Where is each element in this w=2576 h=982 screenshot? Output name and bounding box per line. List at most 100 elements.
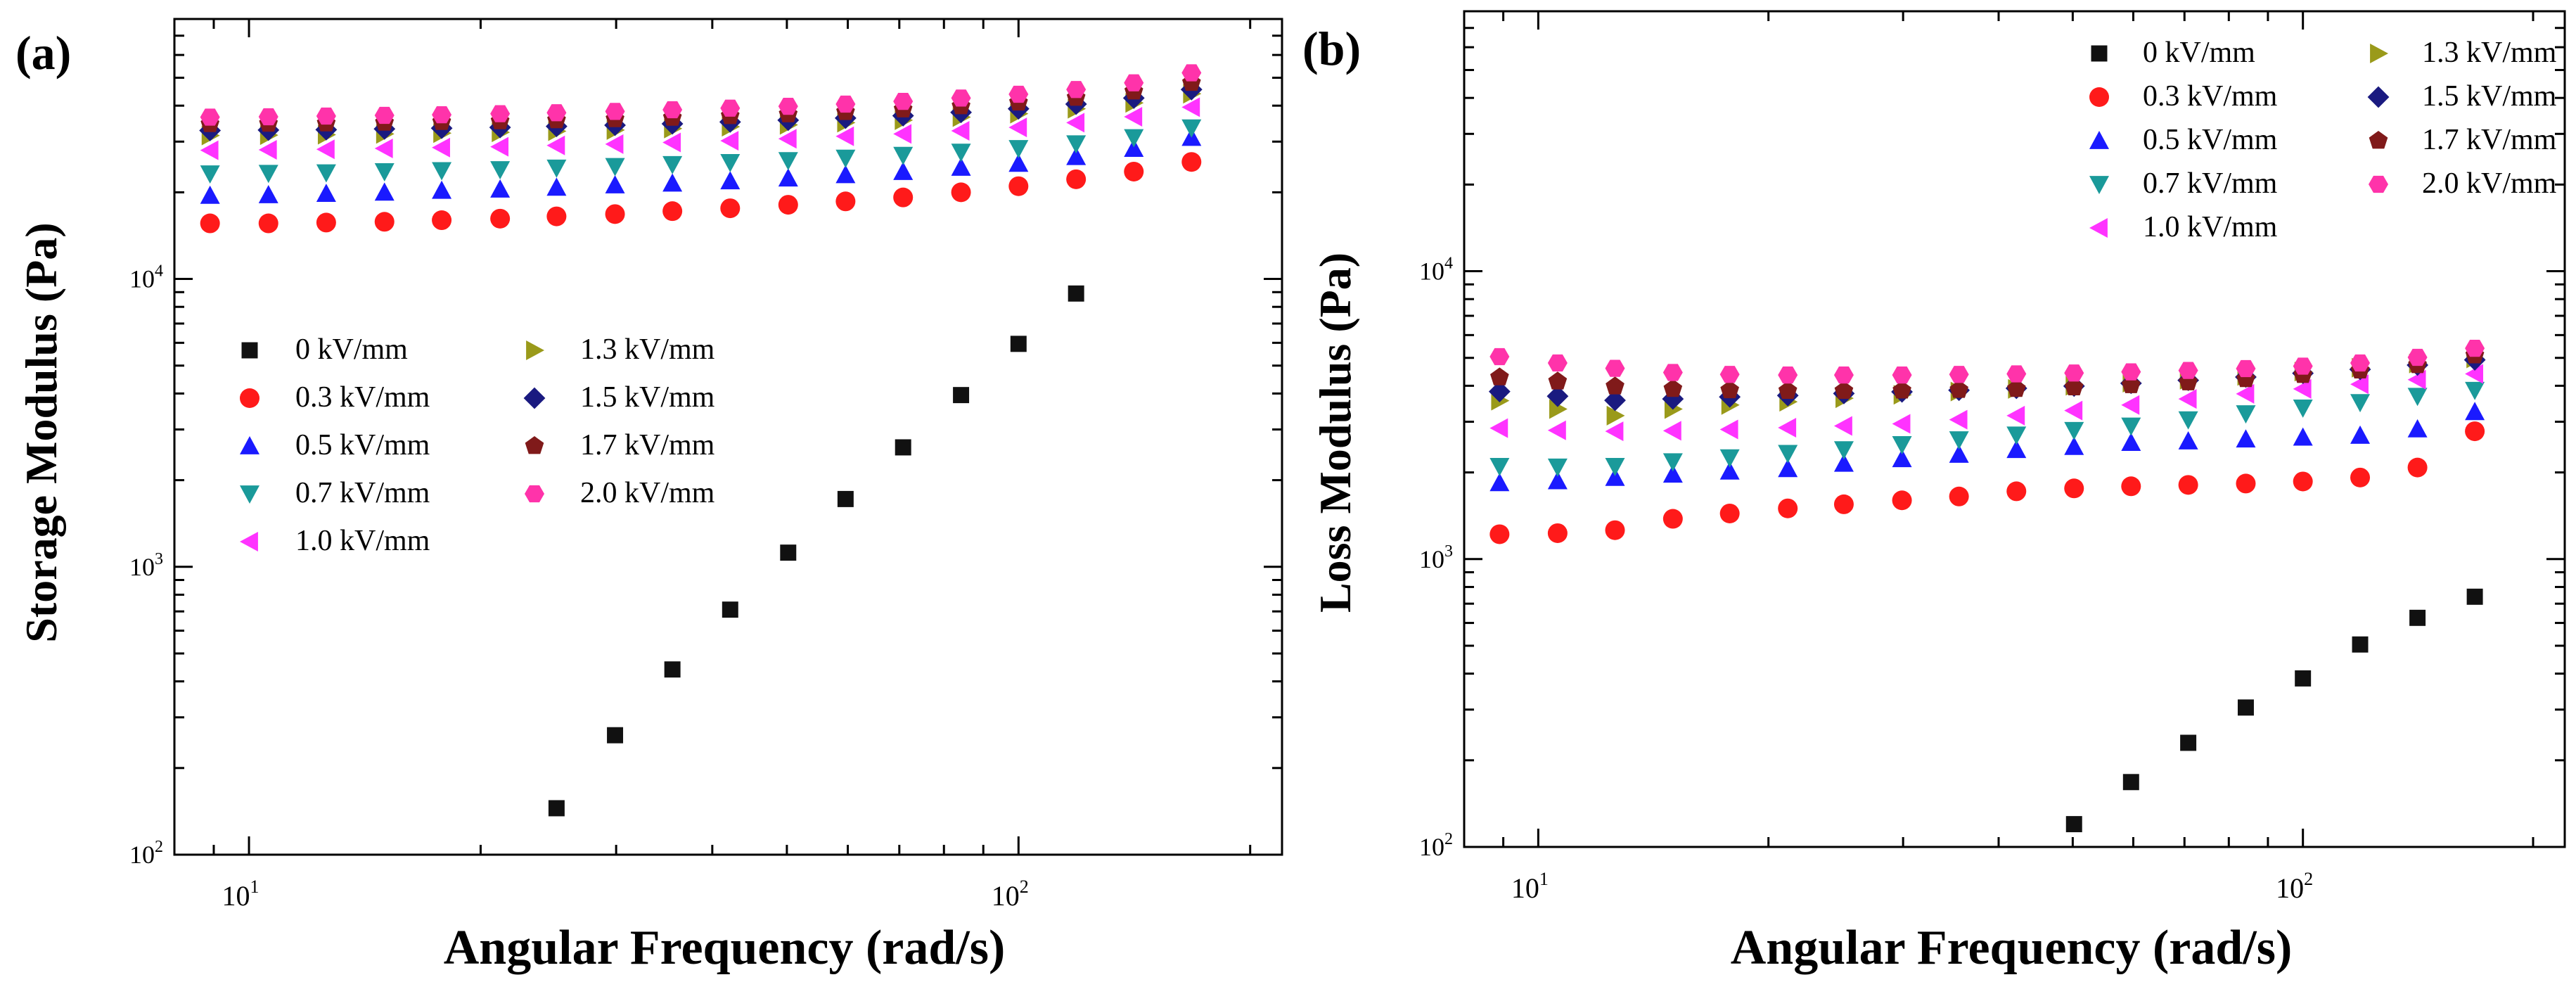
y-tick-label: 103 — [1419, 542, 1453, 573]
data-point — [2350, 394, 2371, 413]
data-point — [2293, 427, 2313, 446]
series-0-3-kv-mm — [200, 152, 1202, 234]
data-point — [2350, 425, 2371, 444]
data-point — [1662, 509, 1683, 529]
data-point — [893, 124, 912, 144]
data-point — [2122, 774, 2139, 791]
x-axis-label: Angular Frequency (rad/s) — [1731, 921, 2293, 975]
data-point — [778, 152, 798, 171]
legend-label: 0.5 kV/mm — [2143, 124, 2278, 156]
data-point — [1892, 449, 1912, 468]
data-point — [1124, 129, 1144, 148]
x-tick-exponent: 1 — [1539, 869, 1549, 889]
data-point — [835, 165, 856, 184]
data-point — [1949, 486, 1969, 506]
series-0-kv-mm — [548, 285, 1084, 817]
data-point — [548, 800, 565, 817]
data-point — [258, 165, 278, 184]
data-point — [951, 158, 971, 176]
data-point — [2121, 433, 2141, 452]
legend-item: 0.5 kV/mm — [2089, 124, 2278, 156]
data-point — [1719, 461, 1740, 480]
legend-item: 2.0 kV/mm — [525, 477, 715, 509]
x-tick-exponent: 2 — [1020, 876, 1029, 897]
data-point — [1010, 336, 1027, 352]
legend-item: 1.0 kV/mm — [240, 525, 430, 557]
data-point — [2237, 699, 2254, 716]
legend-item: 1.3 kV/mm — [526, 333, 715, 366]
legend-label: 1.0 kV/mm — [295, 525, 430, 557]
y-tick-label: 103 — [129, 550, 163, 581]
data-point — [720, 198, 741, 219]
data-point — [432, 162, 452, 181]
legend-label: 0.3 kV/mm — [2143, 80, 2278, 113]
data-point — [1008, 85, 1029, 103]
data-point — [1489, 347, 1510, 366]
y-tick-base: 10 — [129, 841, 155, 869]
legend-item: 1.5 kV/mm — [2367, 80, 2557, 113]
legend-marker — [241, 342, 258, 359]
data-point — [432, 180, 452, 199]
legend-item: 0.7 kV/mm — [2089, 167, 2278, 200]
legend-marker — [2369, 175, 2388, 193]
data-point — [720, 131, 739, 151]
y-tick-base: 10 — [1419, 833, 1444, 861]
legend-label: 2.0 kV/mm — [580, 477, 715, 509]
series-1-0-kv-mm — [200, 97, 1200, 160]
panel-label: (b) — [1302, 22, 1361, 75]
legend-label: 1.5 kV/mm — [580, 381, 715, 414]
data-point — [605, 103, 625, 120]
data-point — [1181, 119, 1202, 138]
data-point — [780, 544, 797, 561]
data-point — [662, 201, 683, 222]
series-0-5-kv-mm — [1489, 402, 2485, 492]
data-point — [1892, 366, 1912, 384]
data-point — [2293, 357, 2313, 375]
data-point — [1008, 176, 1029, 196]
data-point — [1066, 113, 1085, 133]
legend-item: 1.5 kV/mm — [523, 381, 715, 414]
data-point — [2465, 421, 2485, 442]
data-point — [778, 168, 798, 187]
data-point — [1008, 140, 1029, 159]
data-point — [2465, 402, 2485, 421]
data-point — [1778, 445, 1798, 464]
data-point — [1605, 520, 1625, 540]
data-point — [2350, 374, 2369, 395]
data-point — [2065, 816, 2082, 833]
data-point — [374, 106, 395, 125]
data-point — [258, 213, 278, 234]
data-point — [1604, 389, 1626, 412]
data-point — [662, 132, 681, 153]
data-point — [490, 161, 511, 179]
data-point — [1719, 503, 1740, 523]
data-point — [895, 439, 911, 456]
chart-panel-a: (a) Storage Modulus (Pa) Angular Frequency… — [15, 18, 1283, 975]
data-point — [951, 144, 971, 162]
data-point — [316, 164, 336, 183]
data-point — [2293, 378, 2312, 399]
legend-marker — [2089, 87, 2109, 107]
series-1-5-kv-mm — [1488, 349, 2486, 412]
data-point — [1490, 367, 1509, 385]
data-point — [1124, 161, 1144, 181]
data-point — [1949, 380, 1968, 398]
data-point — [1489, 524, 1510, 544]
legend-marker — [525, 436, 544, 454]
data-point — [2352, 636, 2369, 653]
data-point — [1949, 444, 1969, 463]
legend-label: 1.5 kV/mm — [2422, 80, 2557, 113]
data-point — [374, 139, 393, 159]
data-point — [951, 182, 971, 203]
data-point — [2465, 381, 2485, 400]
data-point — [1606, 405, 1625, 426]
legend-label: 1.3 kV/mm — [2422, 37, 2557, 69]
data-point — [1488, 381, 1511, 402]
legend-label: 1.7 kV/mm — [580, 429, 715, 461]
data-point — [2293, 400, 2313, 418]
data-point — [1833, 441, 1854, 460]
data-point — [605, 158, 625, 177]
series-1-7-kv-mm — [200, 72, 1201, 132]
data-point — [2064, 364, 2084, 382]
data-point — [490, 208, 511, 229]
